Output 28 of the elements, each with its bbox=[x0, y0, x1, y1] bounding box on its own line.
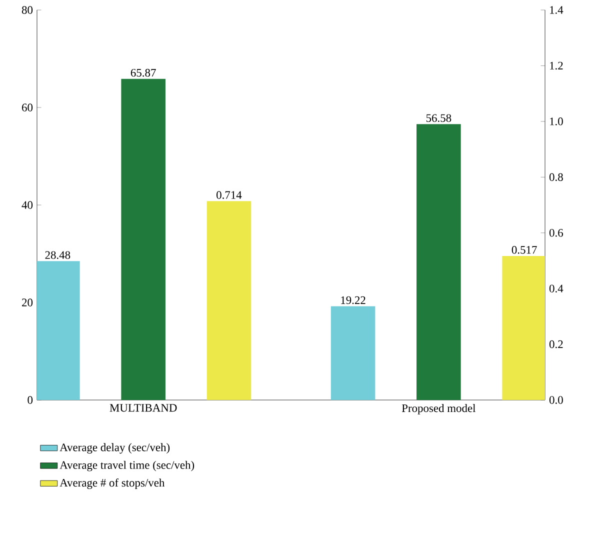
y2-tick-label: 1.0 bbox=[550, 118, 563, 126]
y2-tick-label: 0.0 bbox=[549, 396, 563, 404]
data-label: 28.48 bbox=[45, 251, 70, 259]
bar bbox=[330, 306, 376, 400]
y-tick-label: 20 bbox=[22, 298, 33, 306]
x-tick-label: MULTIBAND bbox=[110, 404, 177, 412]
data-label: 19.22 bbox=[341, 296, 366, 304]
y-tick-label: 40 bbox=[22, 201, 33, 209]
legend-label: Average travel time (sec/veh) bbox=[60, 460, 194, 472]
y2-tick-label: 1.4 bbox=[550, 6, 564, 14]
legend-label: Average # of stops/veh bbox=[60, 478, 165, 490]
x-tick-label: Proposed model bbox=[402, 404, 476, 414]
data-label: 0.714 bbox=[216, 191, 242, 199]
data-label: 56.58 bbox=[426, 114, 452, 122]
y2-tick-label: 0.8 bbox=[549, 173, 563, 182]
y2-tick-label: 0.4 bbox=[549, 284, 564, 292]
y2-tick-label: 1.2 bbox=[550, 62, 563, 70]
y2-tick-label: 0.6 bbox=[549, 228, 564, 237]
data-label: 0.517 bbox=[512, 246, 537, 254]
y2-tick-label: 0.2 bbox=[549, 340, 563, 348]
bar bbox=[416, 124, 461, 400]
data-label: 65.87 bbox=[130, 68, 156, 77]
legend-label: Average delay (sec/veh) bbox=[60, 443, 170, 454]
y-tick-label: 0 bbox=[28, 396, 33, 404]
y-tick-label: 80 bbox=[22, 6, 33, 14]
y-tick-label: 60 bbox=[22, 104, 33, 112]
bar bbox=[37, 261, 80, 400]
bar bbox=[121, 78, 166, 400]
